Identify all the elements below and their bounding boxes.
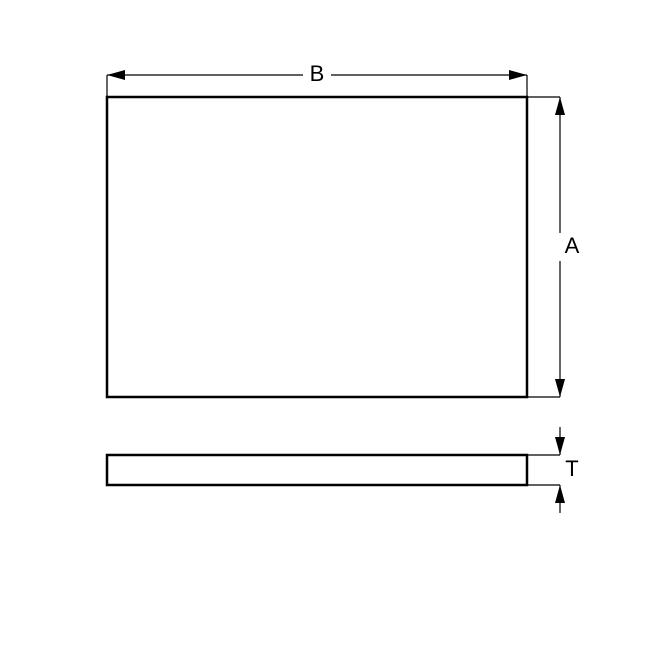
dimension-A: A <box>527 97 580 397</box>
plate-rect <box>107 97 527 397</box>
dimension-label-T: T <box>565 456 578 481</box>
dimension-label-B: B <box>310 61 325 86</box>
dimension-B: B <box>107 61 527 97</box>
shapes-group <box>107 97 527 485</box>
dimension-label-A: A <box>565 233 580 258</box>
dimension-T: T <box>527 427 579 513</box>
thickness-rect <box>107 455 527 485</box>
